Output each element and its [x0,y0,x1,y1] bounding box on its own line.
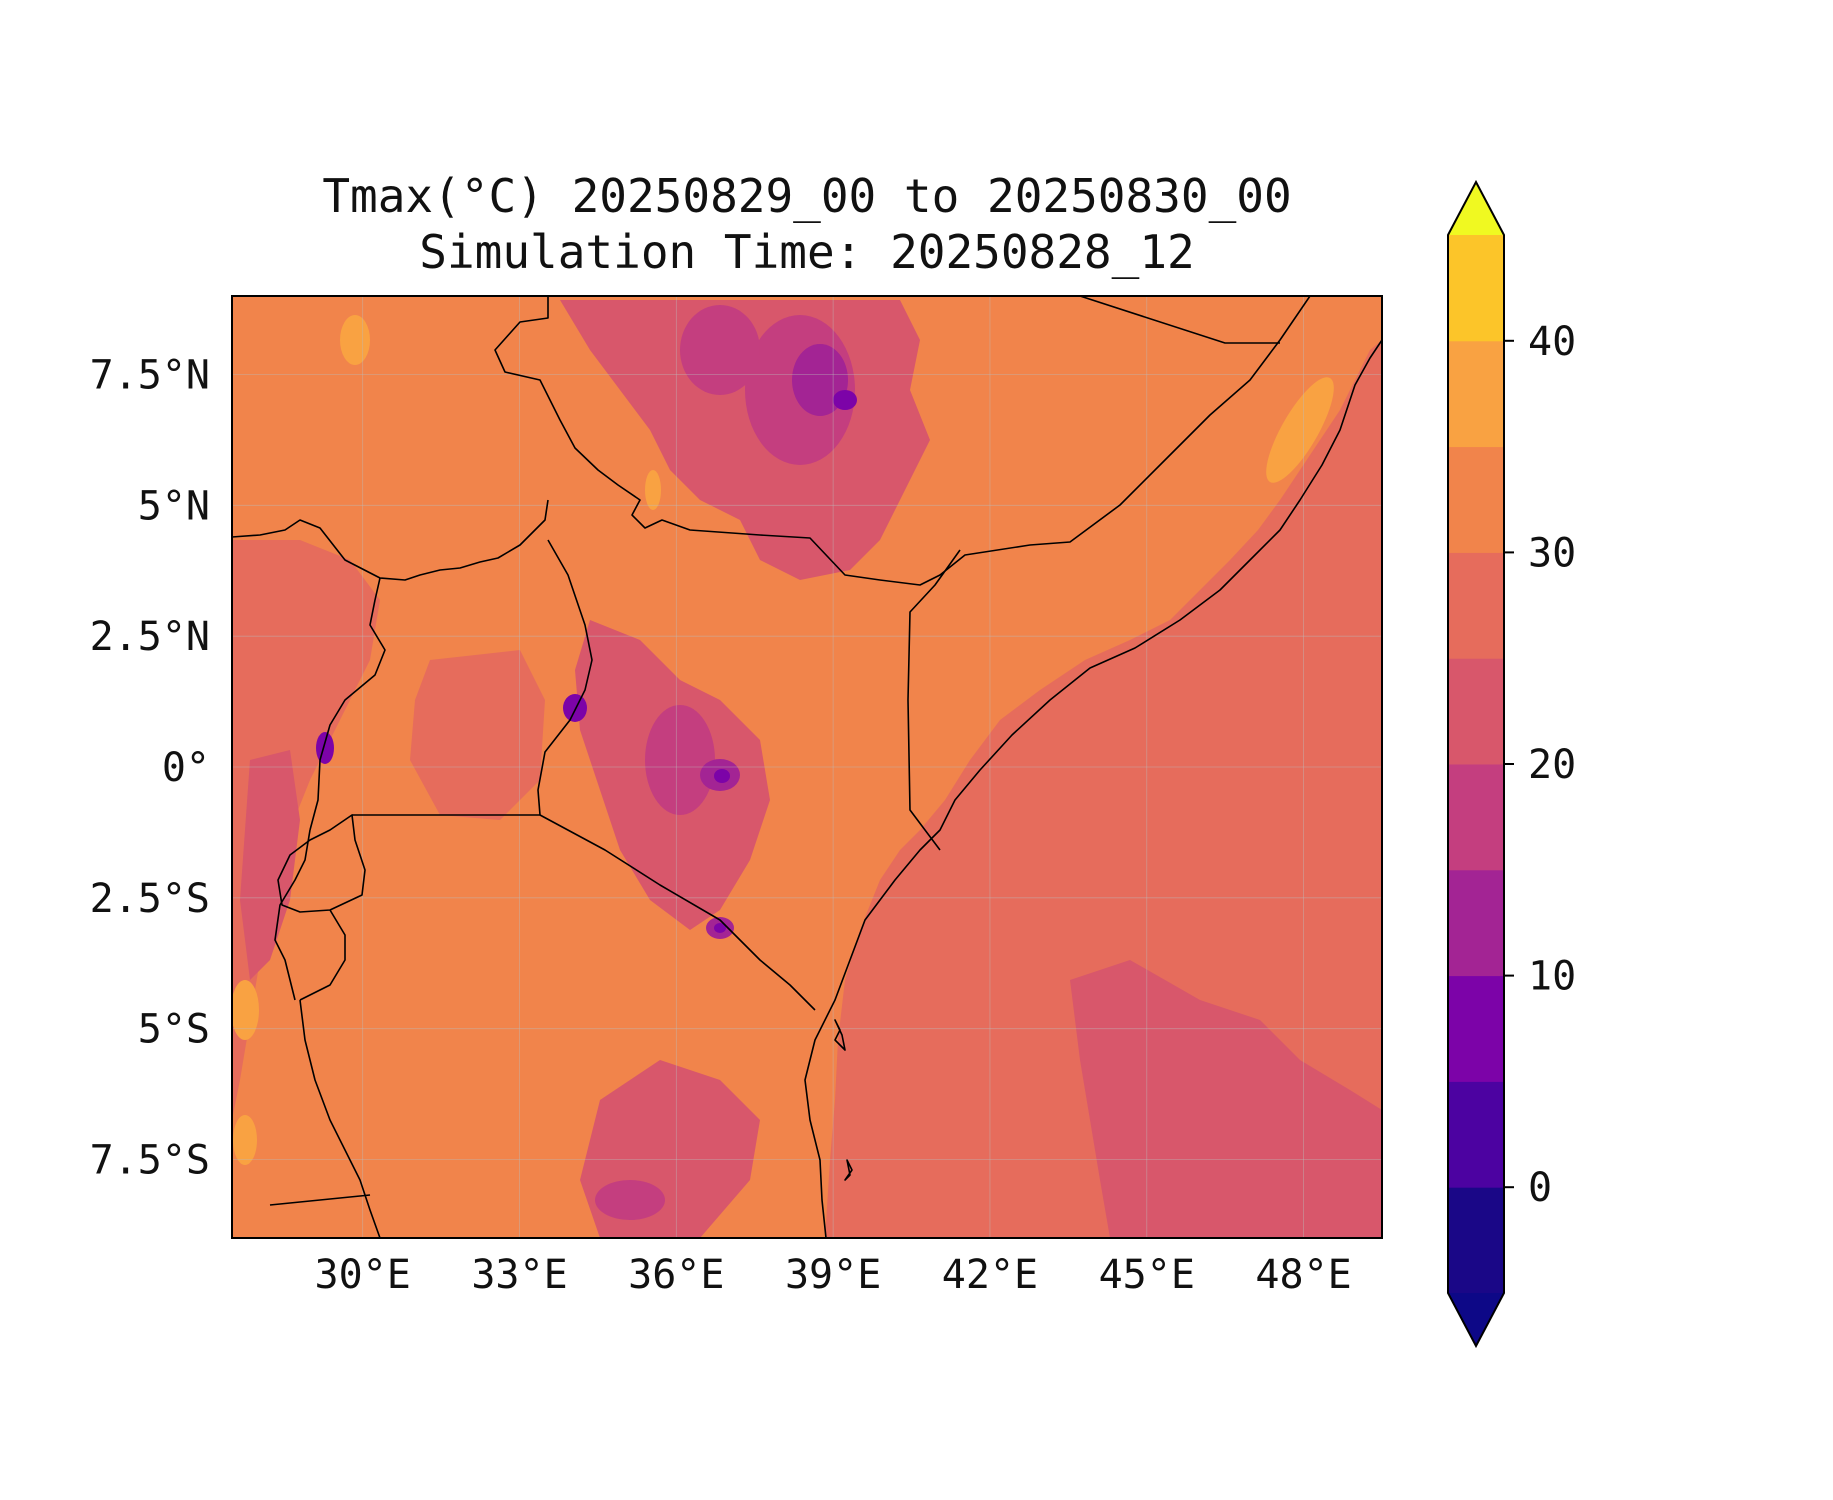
colorbar-tick-label: 30 [1528,530,1576,576]
hot-pocket-west-2 [233,1115,257,1165]
colorbar-segment [1448,1081,1504,1188]
chart-title-line1: Tmax(°C) 20250829_00 to 20250830_00 [322,169,1291,223]
border-burundi-tanzania [299,909,346,1001]
colorbar-segment [1448,340,1504,448]
y-tick-label: 2.5°N [90,614,210,660]
coastline [804,339,1382,1238]
y-tick-label: 5°N [138,483,210,529]
x-tick-label: 39°E [785,1252,881,1298]
border-uganda [537,539,593,816]
west-cooler-area [232,540,380,1120]
border-ethiopia-north [1079,296,1280,344]
y-tick-label: 5°S [138,1007,210,1053]
map-frame [231,295,1383,1239]
border-lake-tanganyika [299,999,381,1238]
colorbar-tick-label: 40 [1528,319,1576,365]
x-tick-label: 30°E [315,1252,411,1298]
colorbar-tick-label: 10 [1528,954,1576,1000]
x-tick-label: 48°E [1255,1252,1351,1298]
border-south-sudan-north [494,296,1311,586]
highland-core-4 [833,390,857,410]
border-kenya-tanzania [539,814,816,1011]
colorbar-segment [1448,446,1504,553]
kilimanjaro-peak [714,923,726,933]
pemba [844,1159,853,1181]
colorbar-outline [1447,179,1505,1349]
colorbar-segment [1448,658,1504,765]
x-tick-label: 42°E [942,1252,1038,1298]
hot-pocket-west [232,980,259,1040]
x-tick-label: 45°E [1099,1252,1195,1298]
border-rwanda-burundi [277,814,366,913]
southern-core [595,1180,665,1220]
border-south-sudan-west [232,499,549,581]
colorbar: 0 10 20 30 40 [1447,179,1576,1349]
border-kenya-somalia [907,549,961,851]
kenya-core-3 [714,769,730,783]
chart-title-line2: Simulation Time: 20250828_12 [419,225,1194,279]
hot-pocket-sudan [340,315,370,365]
country-borders [232,296,1382,1238]
border-drc-lakes [274,829,311,1001]
highland-core-2 [680,305,760,395]
rift-west [240,750,300,980]
kenya-core-1 [645,705,715,815]
hot-pocket-turkana [645,470,661,510]
y-tick-label: 0° [162,745,210,791]
x-tick-label: 33°E [471,1252,567,1298]
colorbar-tick-label: 20 [1528,742,1576,788]
y-tick-label: 7.5°N [90,353,210,399]
lake-region [410,650,545,820]
colorbar-segment [1448,235,1504,342]
x-tick-label: 36°E [628,1252,724,1298]
colorbar-extend-high [1448,182,1504,235]
colorbar-segment [1448,975,1504,1082]
x-axis: 30°E 33°E 36°E 39°E 42°E 45°E 48°E [315,1252,1352,1298]
y-tick-label: 2.5°S [90,876,210,922]
rwenzori-core [316,732,334,764]
border-uganda-drc [309,577,386,831]
y-tick-label: 7.5°S [90,1138,210,1184]
ocean-cool-region [1070,960,1382,1238]
colorbar-segment [1448,869,1504,977]
colorbar-segment [1448,1187,1504,1294]
gridlines [232,296,1382,1238]
border-zambia [269,1194,371,1206]
elgon-core [563,694,587,722]
colorbar-segment [1448,552,1504,659]
hot-pocket-somalia [1266,377,1334,483]
zanzibar [834,1019,846,1051]
temperature-map [232,296,1382,1238]
colorbar-tick-label: 0 [1528,1165,1552,1211]
y-axis: 7.5°N 5°N 2.5°N 0° 2.5°S 5°S 7.5°S [90,353,210,1184]
colorbar-extend-low [1448,1293,1504,1346]
colorbar-segment [1448,764,1504,871]
